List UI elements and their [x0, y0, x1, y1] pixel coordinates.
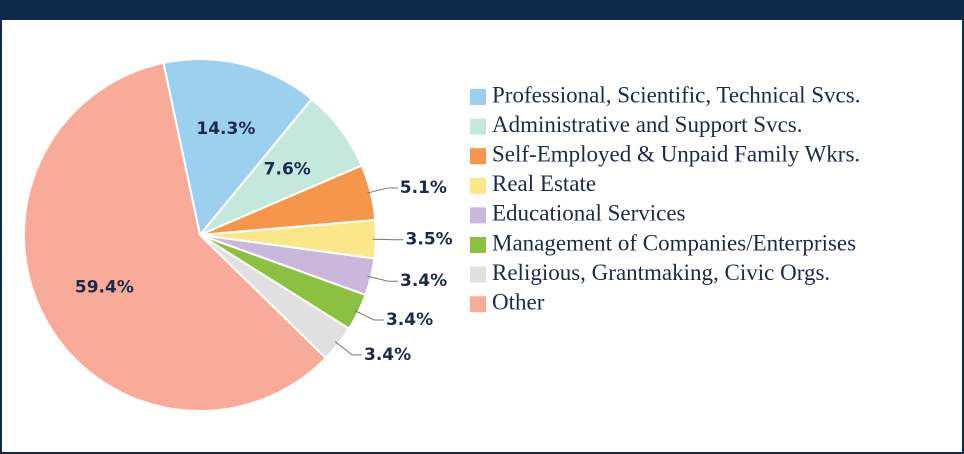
legend-label: Management of Companies/Enterprises [492, 230, 856, 255]
legend-label: Educational Services [492, 201, 686, 226]
value-label: 59.4% [75, 278, 134, 298]
legend-label: Professional, Scientific, Technical Svcs… [492, 82, 860, 107]
legend-swatch [470, 296, 486, 313]
legend-label: Real Estate [492, 171, 596, 196]
leader-line [367, 187, 398, 194]
leader-line [354, 310, 384, 321]
pie-slice [23, 61, 328, 412]
legend-swatch [470, 207, 486, 224]
leader-line [335, 341, 363, 356]
value-label: 7.6% [264, 159, 311, 179]
legend-label: Religious, Grantmaking, Civic Orgs. [492, 260, 830, 285]
value-label: 3.4% [364, 345, 411, 365]
value-label: 5.1% [400, 178, 447, 198]
legend-swatch [470, 118, 486, 135]
legend-swatch [470, 237, 486, 253]
value-label: 14.3% [196, 119, 255, 139]
legend-label: Self-Employed & Unpaid Family Wkrs. [492, 141, 860, 166]
value-label: 3.4% [400, 271, 447, 291]
legend-label: Administrative and Support Svcs. [492, 112, 802, 137]
value-label: 3.4% [386, 310, 433, 330]
legend-swatch [470, 148, 486, 165]
legend-label: Other [492, 289, 545, 314]
legend-swatch [470, 266, 486, 283]
legend-swatch [470, 177, 486, 194]
leader-line [372, 238, 404, 241]
leader-line [367, 275, 399, 282]
legend-swatch [470, 89, 486, 105]
value-label: 3.5% [406, 230, 453, 250]
header-bar [0, 0, 964, 20]
pie-slice [162, 58, 314, 238]
